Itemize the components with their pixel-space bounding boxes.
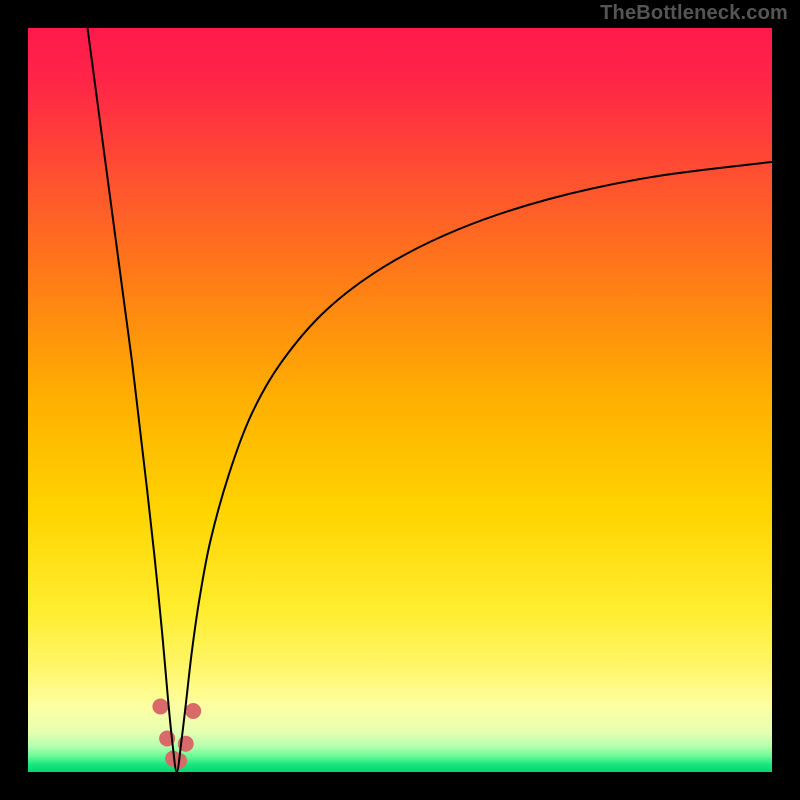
- chart-root: TheBottleneck.com: [0, 0, 800, 800]
- bottom-marker: [185, 703, 201, 719]
- plot-area: [28, 28, 772, 772]
- gradient-background: [28, 28, 772, 772]
- attribution-text: TheBottleneck.com: [600, 2, 788, 25]
- chart-svg: [28, 28, 772, 772]
- bottom-marker: [152, 699, 168, 715]
